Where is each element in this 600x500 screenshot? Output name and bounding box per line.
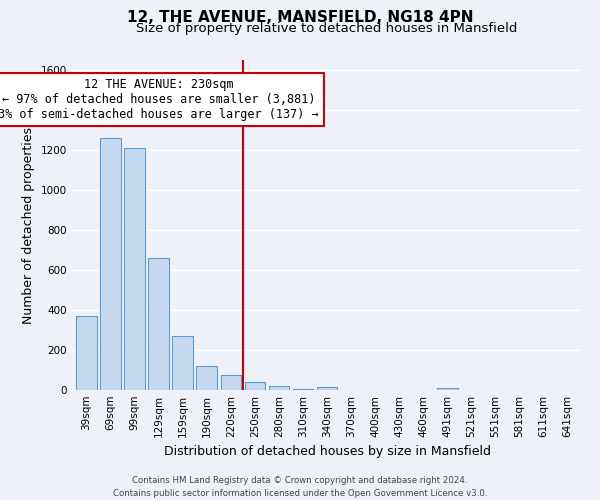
Text: 12, THE AVENUE, MANSFIELD, NG18 4PN: 12, THE AVENUE, MANSFIELD, NG18 4PN [127,10,473,25]
Bar [148,258,169,390]
Bar [245,382,265,390]
Bar [172,336,193,390]
Bar [269,386,289,390]
Bar [221,375,241,390]
Title: Size of property relative to detached houses in Mansfield: Size of property relative to detached ho… [136,22,518,35]
Text: Contains HM Land Registry data © Crown copyright and database right 2024.
Contai: Contains HM Land Registry data © Crown c… [113,476,487,498]
Y-axis label: Number of detached properties: Number of detached properties [22,126,35,324]
Bar [100,138,121,390]
Bar [124,148,145,390]
Text: 12 THE AVENUE: 230sqm
← 97% of detached houses are smaller (3,881)
3% of semi-de: 12 THE AVENUE: 230sqm ← 97% of detached … [0,78,319,121]
Bar [437,388,458,390]
X-axis label: Distribution of detached houses by size in Mansfield: Distribution of detached houses by size … [163,446,491,458]
Bar [76,316,97,390]
Bar [293,389,313,390]
Bar [317,387,337,390]
Bar [196,366,217,390]
